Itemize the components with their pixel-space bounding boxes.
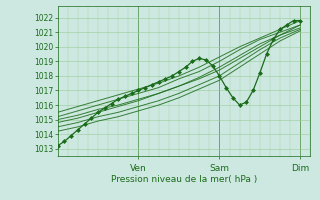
X-axis label: Pression niveau de la mer( hPa ): Pression niveau de la mer( hPa )	[111, 175, 257, 184]
